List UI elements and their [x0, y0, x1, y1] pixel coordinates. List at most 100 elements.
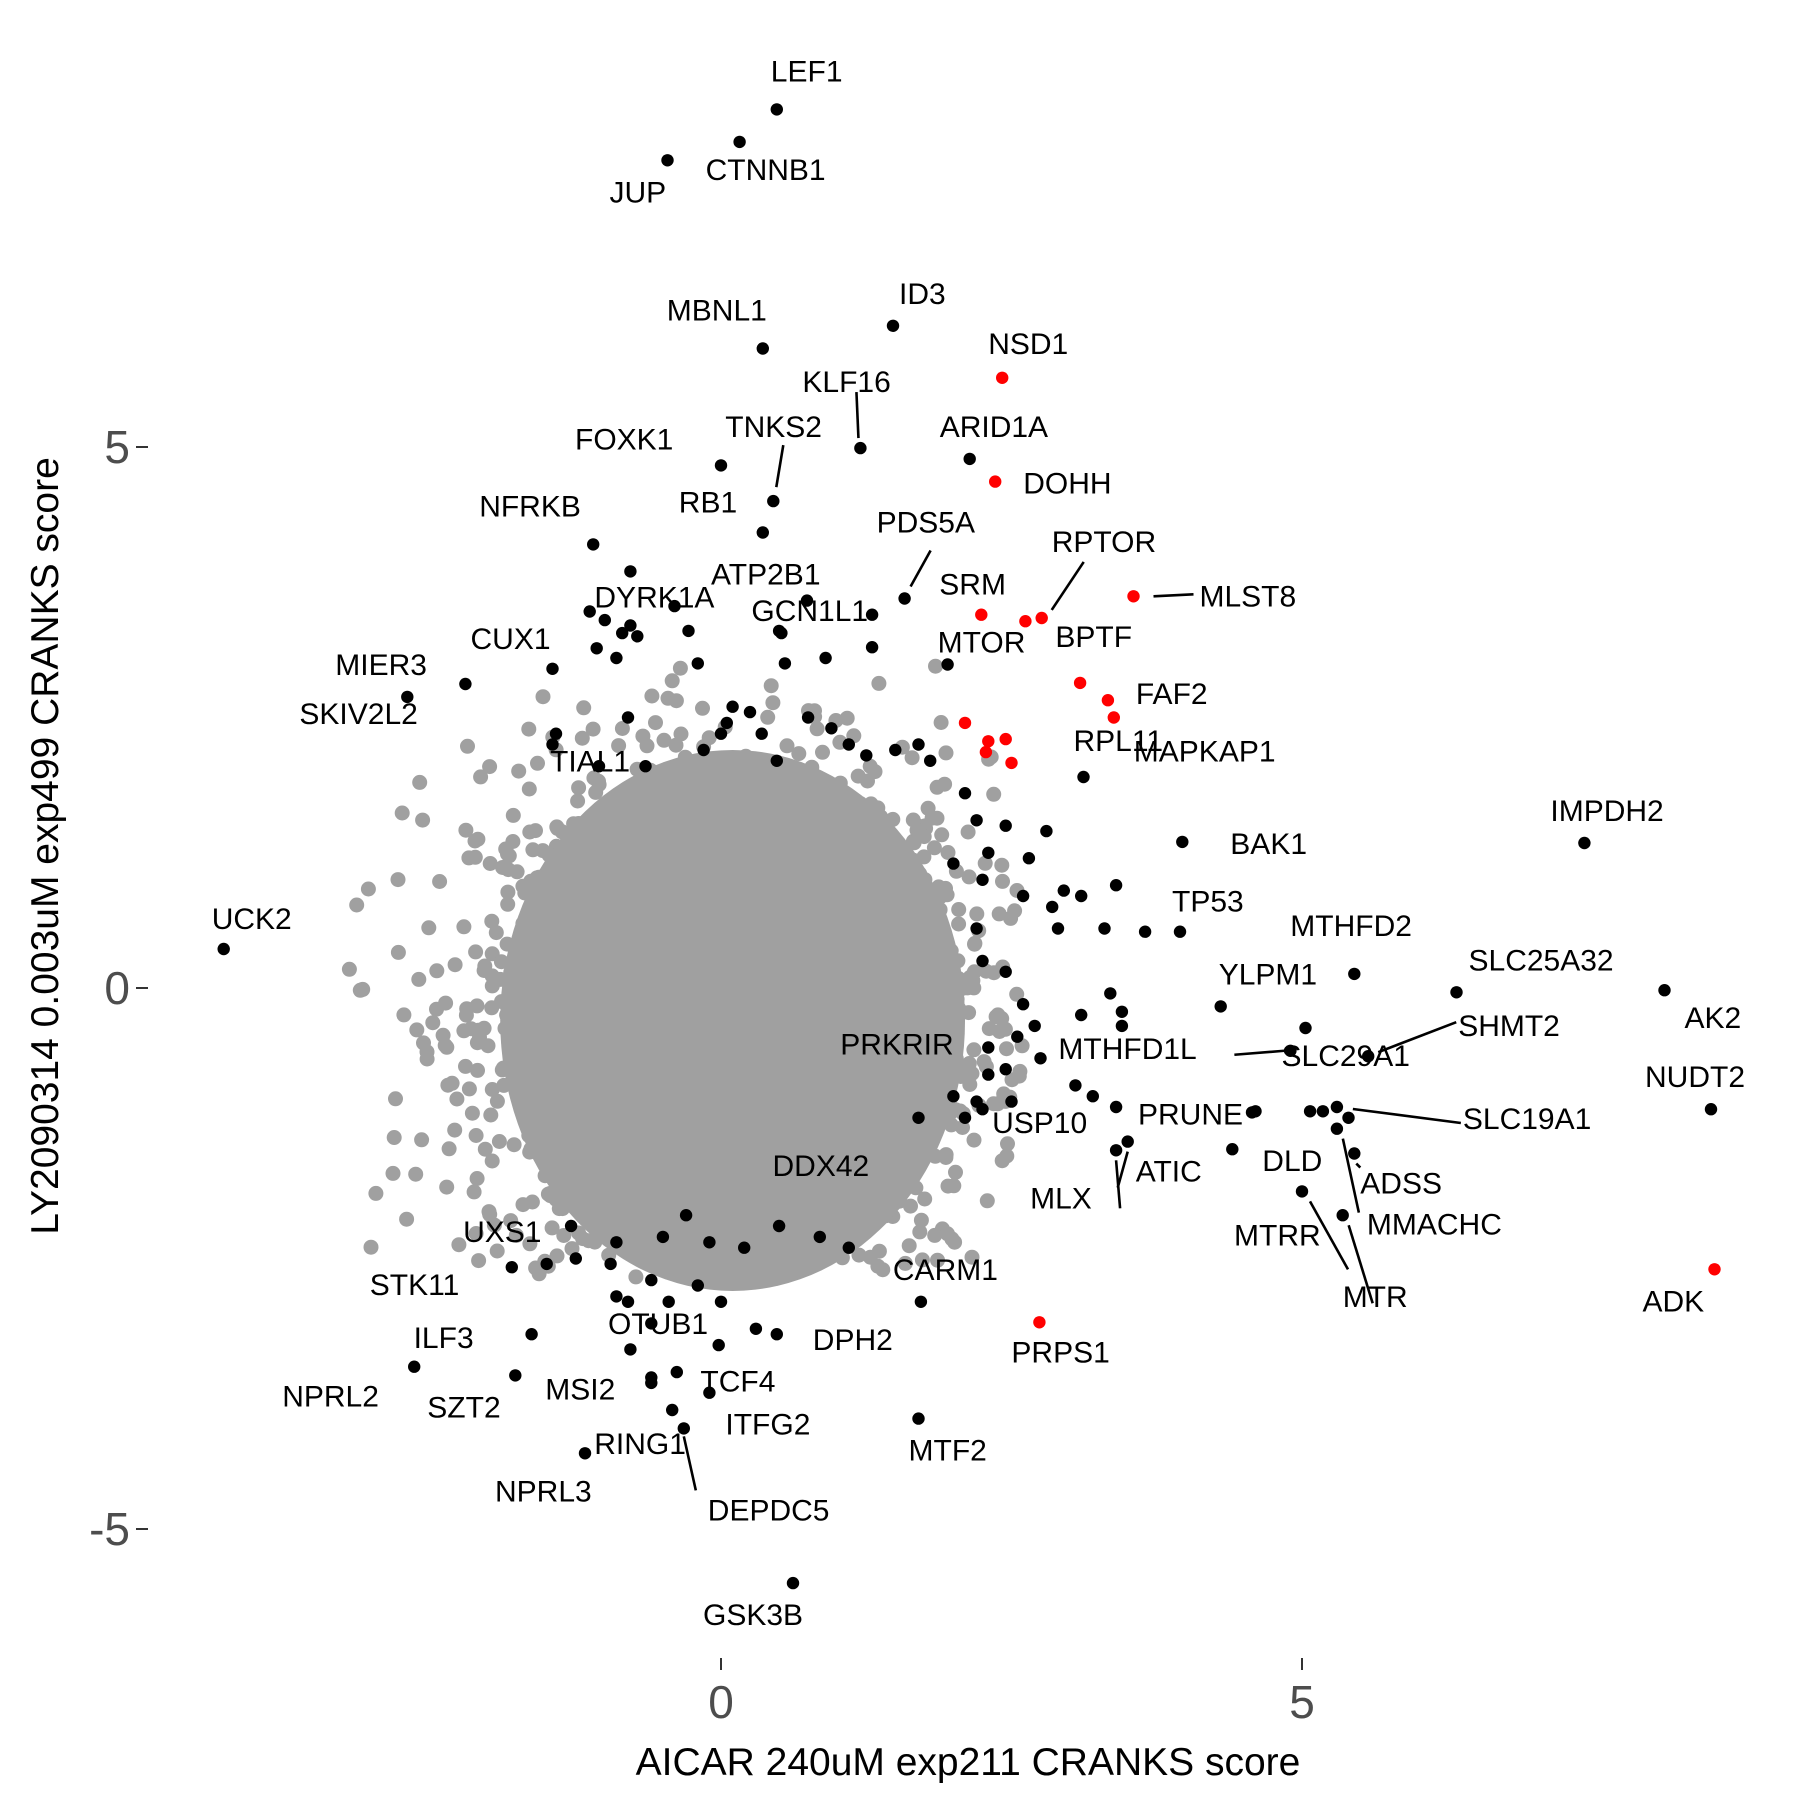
hit-point [598, 613, 611, 627]
label-cux1: CUX1 [471, 623, 551, 656]
background-point [938, 745, 954, 761]
background-point [851, 1247, 867, 1263]
hit-point [982, 1041, 995, 1054]
background-point [473, 769, 489, 785]
background-point [937, 776, 953, 792]
hit-point [1016, 889, 1030, 903]
point-mlst8 [1127, 590, 1140, 603]
background-point [570, 793, 586, 809]
background-point [571, 780, 587, 796]
background-point [444, 1075, 460, 1091]
background-point [648, 715, 663, 731]
point-ddx42 [912, 1111, 925, 1125]
leader-adss [1355, 1162, 1362, 1169]
point-stk11 [505, 1261, 518, 1274]
label-bak1: BAK1 [1230, 828, 1307, 861]
hit-point [616, 626, 629, 640]
background-point [432, 874, 448, 889]
point-rpl11 [1077, 770, 1090, 784]
background-point [940, 845, 956, 860]
hit-point [970, 922, 983, 935]
label-ddx42: DDX42 [773, 1150, 870, 1183]
background-point [917, 1191, 933, 1207]
background-point [535, 689, 551, 705]
background-point [449, 1091, 465, 1107]
background-point [628, 1269, 644, 1285]
background-point [927, 1227, 943, 1243]
background-point [668, 693, 684, 709]
hit-point [691, 657, 704, 670]
background-point [763, 678, 779, 694]
hit-point [778, 657, 792, 670]
background-point [672, 660, 688, 676]
hit-point [1022, 852, 1036, 865]
y-tick-label: 5 [104, 421, 130, 473]
leader-atic [1116, 1151, 1129, 1188]
hit-point [1051, 922, 1065, 935]
hit-point [1073, 676, 1087, 690]
point-skiv2l2 [459, 677, 472, 691]
point-foxk1 [714, 459, 728, 472]
hit-point [842, 738, 855, 751]
background-point [656, 732, 672, 748]
label-jup: JUP [610, 176, 667, 209]
point-gcn1l1 [775, 626, 788, 640]
background-point [978, 963, 994, 979]
hit-point [1046, 900, 1059, 914]
background-point [585, 721, 601, 737]
label-tial1: TIAL1 [550, 746, 630, 779]
label-rpl11: RPL11 [1074, 725, 1164, 758]
hit-point [621, 711, 635, 724]
background-point [961, 869, 977, 885]
background-point [997, 1021, 1013, 1037]
point-slc19a1 [1330, 1100, 1344, 1114]
label-nfrkb: NFRKB [479, 490, 581, 523]
background-point [425, 1015, 441, 1031]
background-point [933, 715, 949, 730]
point-mtr [1336, 1209, 1349, 1222]
hit-point [697, 743, 710, 757]
hit-point [714, 1295, 728, 1309]
background-point [414, 1132, 430, 1148]
point-ctnnb1 [733, 135, 746, 149]
hit-point [999, 819, 1012, 832]
hit-point [726, 700, 739, 713]
background-point [447, 1122, 463, 1138]
background-point [409, 1022, 425, 1038]
hit-point [668, 599, 681, 613]
label-skiv2l2: SKIV2L2 [299, 698, 417, 731]
hit-point [819, 651, 832, 665]
hit-point [610, 1290, 623, 1303]
hit-point [825, 722, 838, 735]
hit-point [1303, 1105, 1317, 1118]
x-axis-title: AICAR 240uM exp211 CRANKS score [636, 1741, 1301, 1784]
label-tnks2: TNKS2 [725, 411, 822, 444]
background-point [408, 1166, 424, 1182]
background-point [484, 1082, 500, 1097]
label-mthfd1l: MTHFD1L [1058, 1033, 1196, 1066]
point-uxs1 [564, 1219, 578, 1233]
label-szt2: SZT2 [427, 1391, 500, 1424]
background-point [967, 936, 982, 952]
point-tial1 [549, 727, 563, 740]
background-point [979, 1193, 995, 1209]
background-point [467, 849, 483, 865]
hit-point [712, 1338, 725, 1352]
background-point [352, 982, 368, 998]
background-point [914, 1252, 930, 1268]
background-point [611, 738, 627, 754]
background-point [862, 758, 878, 774]
background-point [421, 920, 437, 936]
hit-point [970, 814, 983, 827]
leader-slc19a1 [1352, 1107, 1462, 1125]
background-point [477, 1141, 493, 1157]
point-dph2 [770, 1328, 783, 1341]
label-slc29a1: SLC29A1 [1282, 1040, 1410, 1073]
background-point [441, 1141, 457, 1157]
y-axis: -5 0 5 [89, 421, 148, 1555]
hit-point [947, 1090, 960, 1103]
background-point [489, 1093, 505, 1109]
hit-point [999, 965, 1012, 978]
label-dld: DLD [1262, 1145, 1322, 1178]
point-shmt2 [1362, 1050, 1375, 1063]
